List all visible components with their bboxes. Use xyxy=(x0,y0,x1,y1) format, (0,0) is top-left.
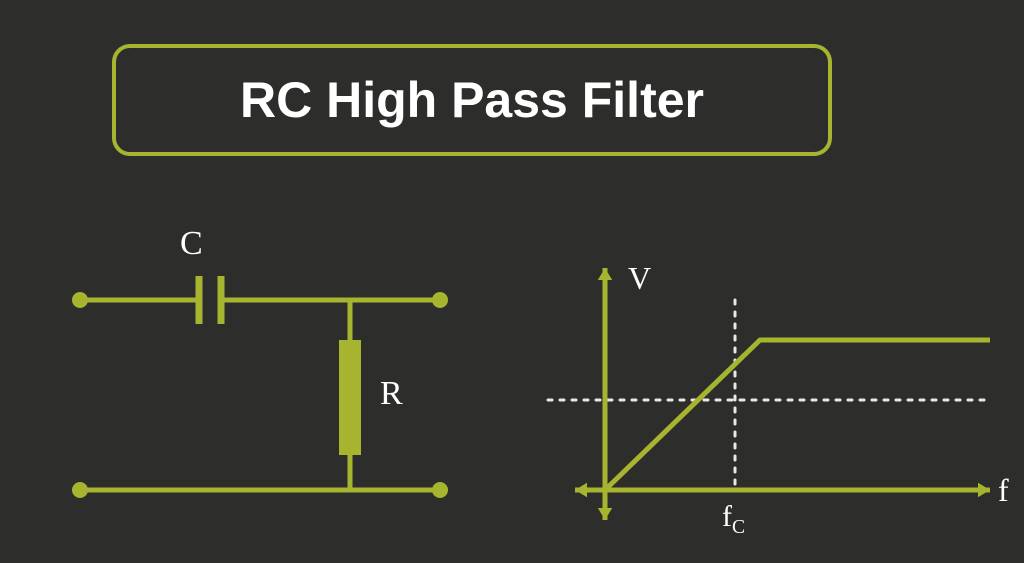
resistor-label: R xyxy=(380,375,403,413)
cutoff-freq-label: fC xyxy=(722,500,745,539)
y-axis-label: V xyxy=(628,260,651,297)
cutoff-freq-sub: C xyxy=(732,517,745,538)
x-axis-label: f xyxy=(998,472,1009,509)
capacitor-label: C xyxy=(180,225,203,263)
cutoff-freq-main: f xyxy=(722,500,732,533)
circuit-diagram xyxy=(0,0,1024,563)
